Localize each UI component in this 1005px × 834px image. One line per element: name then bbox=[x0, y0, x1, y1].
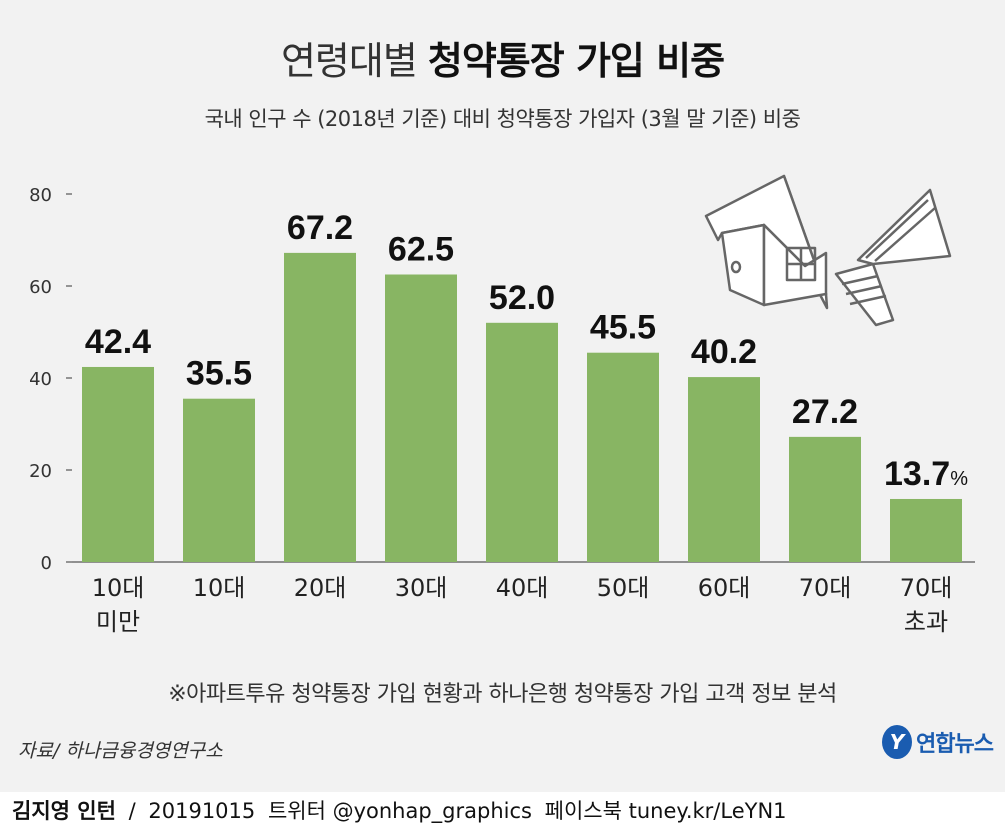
bar bbox=[688, 377, 760, 562]
author-name: 김지영 인턴 bbox=[12, 799, 116, 823]
house-illustration bbox=[704, 174, 952, 327]
data-label: 45.5 bbox=[590, 309, 656, 347]
house-icon bbox=[704, 174, 829, 310]
bar bbox=[183, 398, 255, 562]
bar bbox=[486, 322, 558, 562]
x-tick-label: 미만 bbox=[96, 608, 140, 636]
x-tick-label: 70대 bbox=[799, 574, 852, 602]
data-label: 35.5 bbox=[186, 355, 252, 393]
yonhap-logo-icon: Y bbox=[882, 725, 913, 759]
x-tick-label: 40대 bbox=[496, 574, 549, 602]
x-tick-label: 70대 bbox=[900, 574, 953, 602]
bar bbox=[284, 252, 356, 562]
x-tick-label: 30대 bbox=[395, 574, 448, 602]
source-label: 자료/ 하나금융경영연구소 bbox=[18, 740, 223, 762]
data-label: 42.4 bbox=[85, 323, 151, 361]
x-tick-label: 10대 bbox=[193, 574, 246, 602]
bankbook-icon bbox=[834, 188, 952, 327]
y-tick-label: 20 bbox=[29, 461, 52, 482]
facebook-link: 페이스북 tuney.kr/LeYN1 bbox=[544, 799, 787, 823]
x-tick-label: 10대 bbox=[92, 574, 145, 602]
x-tick-label: 50대 bbox=[597, 574, 650, 602]
y-tick-label: 60 bbox=[29, 277, 52, 298]
data-label: 27.2 bbox=[792, 393, 858, 431]
footnote: ※아파트투유 청약통장 가입 현황과 하나은행 청약통장 가입 고객 정보 분석 bbox=[168, 682, 837, 707]
title-light: 연령대별 bbox=[280, 39, 418, 83]
page-title: 연령대별 청약통장 가입 비중 bbox=[0, 30, 1005, 85]
credit-separator: / bbox=[128, 799, 136, 823]
data-label: 62.5 bbox=[388, 231, 454, 269]
data-label: 67.2 bbox=[287, 209, 353, 247]
bar bbox=[789, 436, 861, 562]
y-tick-label: 40 bbox=[29, 369, 52, 390]
bar bbox=[82, 366, 154, 562]
data-label: 13.7% bbox=[884, 455, 968, 493]
bar bbox=[385, 274, 457, 562]
data-label: 52.0 bbox=[489, 279, 555, 317]
yonhap-logo: Y 연합뉴스 bbox=[882, 725, 994, 759]
x-tick-label: 20대 bbox=[294, 574, 347, 602]
data-label: 40.2 bbox=[691, 333, 757, 371]
x-tick-label: 초과 bbox=[904, 608, 948, 636]
title-bold: 청약통장 가입 비중 bbox=[427, 39, 725, 83]
x-tick-label: 60대 bbox=[698, 574, 751, 602]
bar bbox=[890, 498, 962, 562]
y-tick-label: 0 bbox=[41, 553, 52, 574]
credit-line: 김지영 인턴 / 20191015 트위터 @yonhap_graphics 페… bbox=[12, 795, 793, 825]
yonhap-logo-text: 연합뉴스 bbox=[916, 732, 994, 757]
bar bbox=[587, 352, 659, 562]
subtitle: 국내 인구 수 (2018년 기준) 대비 청약통장 가입자 (3월 말 기준)… bbox=[204, 107, 801, 131]
publish-date: 20191015 bbox=[148, 799, 256, 823]
y-tick-label: 80 bbox=[29, 185, 52, 206]
twitter-handle: 트위터 @yonhap_graphics bbox=[267, 799, 532, 823]
